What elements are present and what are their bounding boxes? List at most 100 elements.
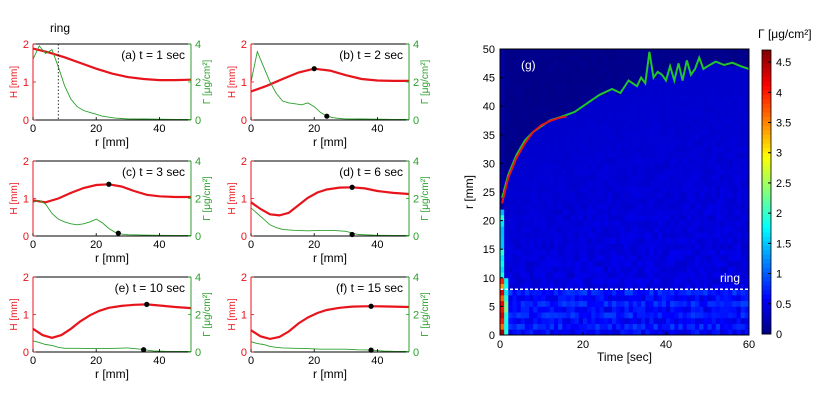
heatmap-cell xyxy=(695,151,700,159)
heatmap-cell xyxy=(578,140,584,147)
heatmap-cell xyxy=(603,294,609,302)
heatmap-cell xyxy=(570,140,576,147)
heatmap-cell xyxy=(512,134,517,141)
heatmap-cell xyxy=(736,146,742,153)
heatmap-cell xyxy=(682,329,688,336)
heatmap-cell xyxy=(740,249,746,256)
heatmap-cell xyxy=(574,214,580,221)
heatmap-cell xyxy=(686,100,692,107)
heatmap-cell xyxy=(736,163,742,170)
heatmap-cell xyxy=(636,254,642,262)
heatmap-cell xyxy=(603,77,609,84)
heatmap-cell xyxy=(603,306,609,313)
heatmap-cell xyxy=(533,89,538,96)
x-tick-label: 40 xyxy=(371,355,383,367)
heatmap-cell xyxy=(533,329,538,336)
heatmap-cell xyxy=(661,89,667,96)
heatmap-cell xyxy=(674,186,679,193)
heatmap-cell xyxy=(504,71,509,78)
heatmap-cell xyxy=(661,237,667,244)
heatmap-cell xyxy=(744,106,750,113)
heatmap-cell xyxy=(508,100,513,107)
heatmap-cell xyxy=(661,197,667,204)
heatmap-cell xyxy=(641,300,646,307)
heatmap-cell xyxy=(674,260,679,267)
heatmap-cell xyxy=(682,300,688,307)
heatmap-cell xyxy=(529,151,534,159)
heatmap-cell xyxy=(666,272,671,279)
heatmap-cell xyxy=(620,243,625,250)
heatmap-cell xyxy=(703,289,708,296)
heatmap-cell xyxy=(562,329,567,336)
heatmap-cell xyxy=(724,260,729,267)
heatmap-cell xyxy=(703,266,708,273)
heatmap-cell xyxy=(686,117,692,124)
heatmap-cell xyxy=(541,232,547,239)
heatmap-cell xyxy=(728,260,733,267)
heatmap-cell xyxy=(628,249,634,256)
colorbar-segment xyxy=(762,285,771,291)
heatmap-cell xyxy=(529,283,534,290)
heatmap-cell xyxy=(529,123,534,130)
heatmap-cell xyxy=(711,312,717,319)
heatmap-cell xyxy=(545,329,551,336)
heatmap-cell xyxy=(616,266,621,273)
heatmap-cell xyxy=(616,111,621,119)
heatmap-cell xyxy=(545,186,551,193)
heatmap-cell xyxy=(562,283,567,290)
heatmap-cell xyxy=(666,294,671,302)
heatmap-cell xyxy=(715,266,721,273)
heatmap-cell xyxy=(728,77,733,84)
heatmap-cell xyxy=(653,163,659,170)
y-tick-label-right: 2 xyxy=(195,194,201,206)
heatmap-cell xyxy=(512,77,517,84)
heatmap-cell xyxy=(570,289,576,296)
heatmap-cell xyxy=(682,243,688,250)
heatmap-cell xyxy=(661,186,667,193)
heatmap-cell xyxy=(512,254,517,262)
heatmap-cell xyxy=(545,237,551,244)
heatmap-cell xyxy=(711,277,717,284)
heatmap-cell xyxy=(678,192,683,199)
heatmap-cell xyxy=(728,226,733,233)
heatmap-cell xyxy=(529,169,534,176)
heatmap-cell xyxy=(612,294,617,302)
heatmap-cell xyxy=(529,71,534,78)
heatmap-cell xyxy=(636,169,642,176)
heatmap-cell xyxy=(537,163,542,170)
heatmap-cell xyxy=(599,294,605,302)
heatmap-cell xyxy=(649,157,654,164)
heatmap-cell xyxy=(520,323,526,330)
heatmap-cell xyxy=(719,220,725,227)
heatmap-cell xyxy=(641,254,646,262)
heatmap-cell xyxy=(736,140,742,147)
heatmap-cell xyxy=(649,169,654,176)
heatmap-cell xyxy=(674,192,679,199)
heatmap-cell xyxy=(520,111,526,119)
heatmap-cell xyxy=(508,300,513,307)
heatmap-cell xyxy=(545,71,551,78)
heatmap-cell xyxy=(711,151,717,159)
heatmap-cell xyxy=(516,134,522,141)
heatmap-cell xyxy=(558,174,563,181)
heatmap-cell xyxy=(670,49,675,56)
heatmap-cell xyxy=(533,157,538,164)
heatmap-cell xyxy=(744,220,750,227)
heatmap-cell xyxy=(545,83,551,90)
heatmap-cell xyxy=(715,146,721,153)
heatmap-cell xyxy=(641,89,646,96)
heatmap-cell xyxy=(541,226,547,233)
heatmap-cell xyxy=(732,174,737,181)
heatmap-cell xyxy=(719,89,725,96)
heatmap-cell xyxy=(591,203,596,210)
heatmap-cell xyxy=(724,329,729,336)
heatmap-cell xyxy=(587,140,592,147)
heatmap-cell xyxy=(574,123,580,130)
heatmap-cell xyxy=(715,123,721,130)
heatmap-cell xyxy=(520,49,526,56)
heatmap-cell xyxy=(719,174,725,181)
heatmap-cell xyxy=(715,283,721,290)
heatmap-cell xyxy=(682,317,688,324)
heatmap-cell xyxy=(682,49,688,56)
heatmap-cell xyxy=(636,71,642,78)
